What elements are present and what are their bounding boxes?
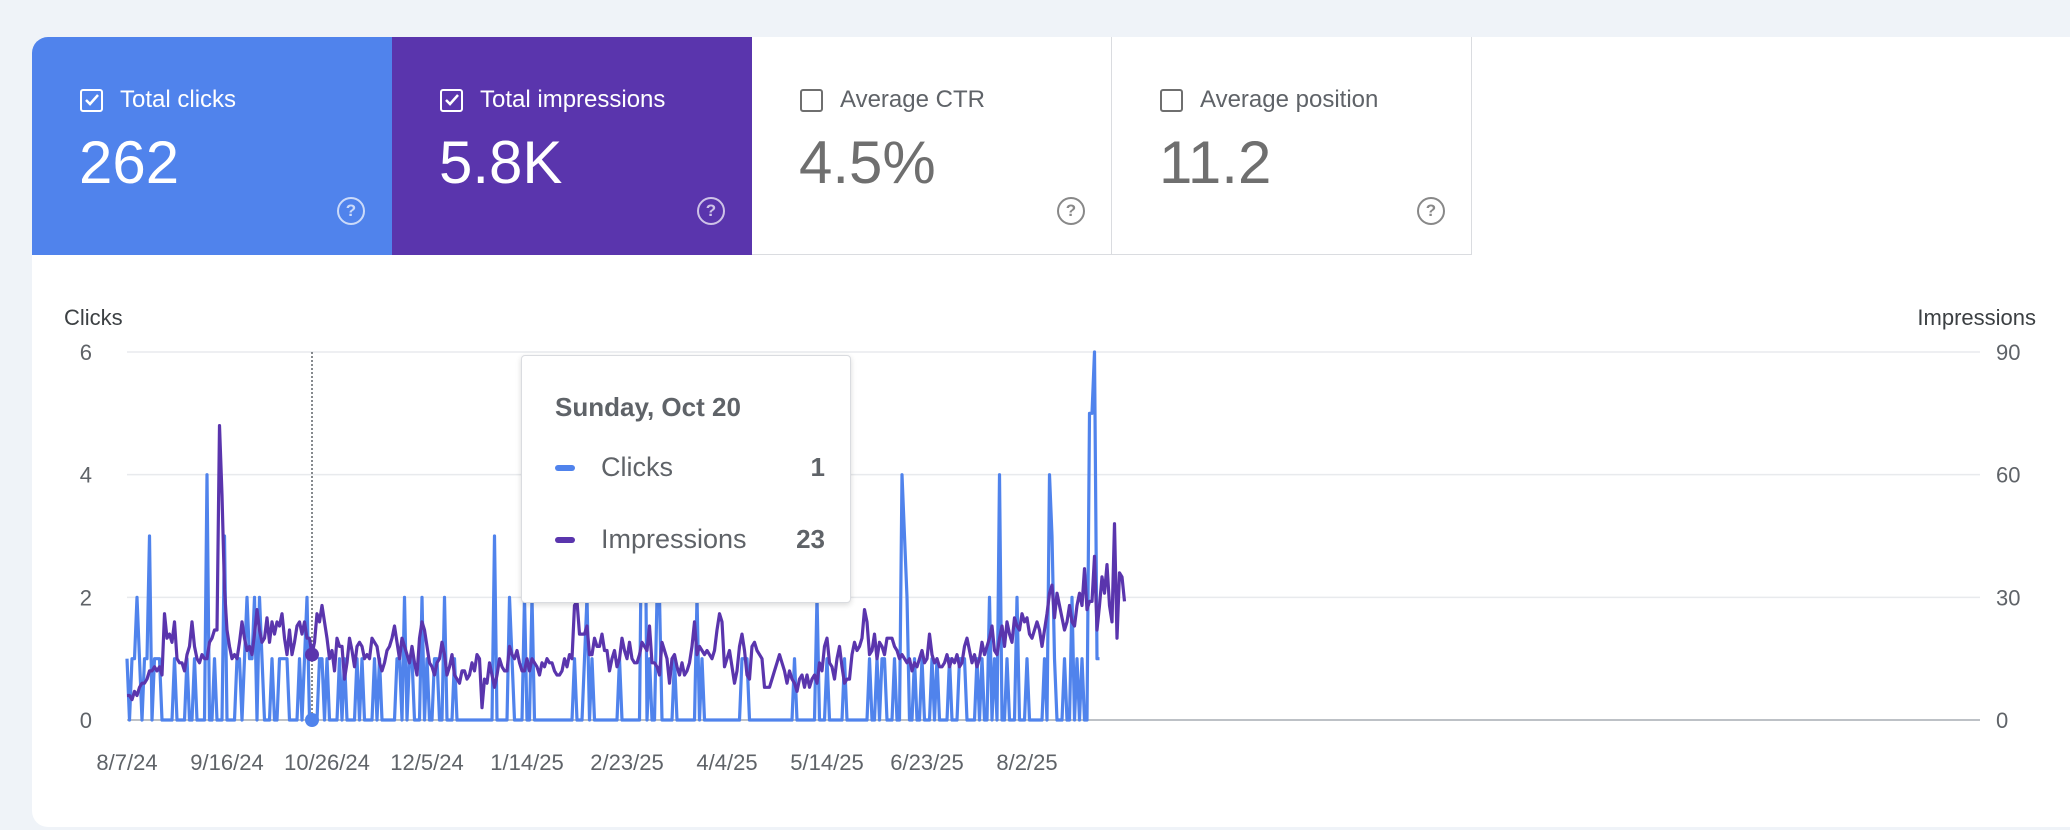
metric-total-clicks[interactable]: Total clicks 262 ? xyxy=(32,37,392,255)
hover-point-impressions xyxy=(305,647,319,662)
metric-average-position[interactable]: Average position 11.2 ? xyxy=(1112,37,1472,255)
left-tick-label: 2 xyxy=(80,585,92,610)
metric-value: 11.2 xyxy=(1159,129,1272,196)
series-line-impressions xyxy=(127,424,1127,710)
metric-label: Average CTR xyxy=(840,86,985,113)
checkbox-unchecked-icon[interactable] xyxy=(1160,88,1183,112)
tooltip-row-clicks: Clicks 1 xyxy=(555,452,825,483)
x-axis-ticks: 8/7/24 9/16/24 10/26/24 12/5/24 1/14/25 2/23/… xyxy=(96,750,1057,775)
left-tick-label: 4 xyxy=(80,463,92,488)
tooltip-date: Sunday, Oct 20 xyxy=(555,392,741,422)
tooltip-series-value: 1 xyxy=(810,452,825,482)
right-tick-label: 90 xyxy=(1996,340,2020,365)
chart-gridlines xyxy=(127,351,1980,721)
help-icon[interactable]: ? xyxy=(1417,197,1445,225)
tooltip-series-value: 23 xyxy=(796,524,825,554)
x-tick-label: 12/5/24 xyxy=(390,750,463,775)
x-tick-label: 5/14/25 xyxy=(790,750,863,775)
tooltip-series-name: Clicks xyxy=(601,452,673,482)
tooltip-row-impressions: Impressions 23 xyxy=(555,524,825,555)
left-tick-label: 0 xyxy=(80,708,92,733)
metric-value: 5.8K xyxy=(439,129,563,196)
right-tick-label: 60 xyxy=(1996,463,2020,488)
right-axis-ticks: 0 30 60 90 xyxy=(1996,340,2020,733)
x-tick-label: 8/7/24 xyxy=(96,750,157,775)
help-icon[interactable]: ? xyxy=(1057,197,1085,225)
metric-label: Total clicks xyxy=(120,86,237,113)
clicks-legend-swatch xyxy=(555,464,575,471)
metric-label: Average position xyxy=(1200,86,1379,113)
help-icon[interactable]: ? xyxy=(697,197,725,225)
checkbox-checked-icon[interactable] xyxy=(440,88,463,112)
right-tick-label: 30 xyxy=(1996,585,2020,610)
x-tick-label: 8/2/25 xyxy=(996,750,1057,775)
left-axis-title: Clicks xyxy=(64,305,123,330)
metric-value: 4.5% xyxy=(799,129,936,196)
hover-point-clicks xyxy=(305,713,319,727)
help-icon[interactable]: ? xyxy=(337,197,365,225)
hover-points xyxy=(305,647,319,727)
right-tick-label: 0 xyxy=(1996,708,2008,733)
series-line-clicks xyxy=(125,350,1100,722)
metric-tabs: Total clicks 262 ? Total impressions 5.8… xyxy=(32,37,1472,255)
checkbox-checked-icon[interactable] xyxy=(80,88,103,112)
metric-total-impressions[interactable]: Total impressions 5.8K ? xyxy=(392,37,752,255)
chart-series xyxy=(125,350,1127,722)
metric-value: 262 xyxy=(79,129,180,196)
metric-label: Total impressions xyxy=(480,86,666,113)
right-axis-title: Impressions xyxy=(1917,305,2036,330)
checkbox-unchecked-icon[interactable] xyxy=(800,88,823,112)
x-tick-label: 1/14/25 xyxy=(490,750,563,775)
tooltip-series-name: Impressions xyxy=(601,524,747,554)
x-tick-label: 10/26/24 xyxy=(284,750,370,775)
left-tick-label: 6 xyxy=(80,340,92,365)
x-tick-label: 6/23/25 xyxy=(890,750,963,775)
chart-tooltip: Sunday, Oct 20 Clicks 1 Impressions 23 xyxy=(521,355,851,603)
x-tick-label: 4/4/25 xyxy=(696,750,757,775)
metric-average-ctr[interactable]: Average CTR 4.5% ? xyxy=(752,37,1112,255)
left-axis-ticks: 0 2 4 6 xyxy=(80,340,92,733)
x-tick-label: 9/16/24 xyxy=(190,750,263,775)
impressions-legend-swatch xyxy=(555,536,575,543)
x-tick-label: 2/23/25 xyxy=(590,750,663,775)
